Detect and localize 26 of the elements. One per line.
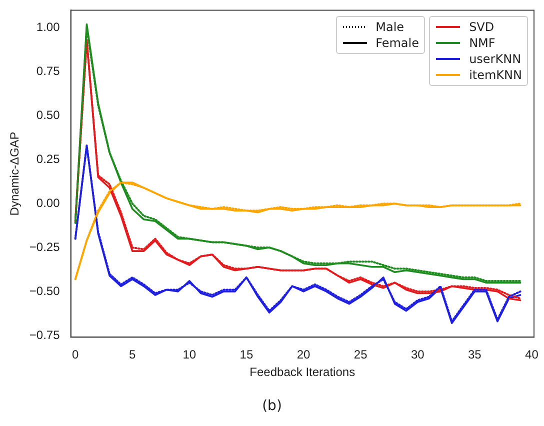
x-tick-label: 5	[129, 348, 136, 362]
x-tick-label: 0	[72, 348, 79, 362]
y-tick-label: −0.50	[29, 284, 60, 298]
annotation: Male	[376, 20, 404, 34]
y-tick-label: −0.25	[29, 240, 60, 254]
annotation: Female	[376, 36, 419, 50]
y-tick-label: 0.75	[36, 64, 60, 78]
text: (b)	[261, 398, 283, 414]
x-axis-title: Feedback Iterations	[250, 365, 356, 380]
y-tick-label: 0.25	[36, 152, 60, 166]
x-tick-label: 35	[468, 348, 482, 362]
y-tick-label: 0.50	[36, 108, 60, 122]
y-axis-title: Dynamic-ΔGAP	[8, 132, 22, 216]
x-tick-label: 30	[410, 348, 425, 362]
y-tick-label: 1.00	[36, 20, 60, 34]
legend-label: SVD	[469, 20, 494, 34]
legend-label: userKNN	[469, 52, 522, 66]
x-tick-label: 20	[296, 348, 311, 362]
x-tick-label: 10	[182, 348, 196, 362]
legend-label: NMF	[469, 36, 496, 50]
y-tick-label: 0.00	[36, 196, 60, 210]
y-tick-label: −0.75	[29, 328, 60, 342]
x-tick-label: 25	[354, 348, 368, 362]
x-tick-label: 40	[525, 348, 539, 362]
legend-label: itemKNN	[469, 68, 522, 82]
x-tick-label: 15	[240, 348, 254, 362]
